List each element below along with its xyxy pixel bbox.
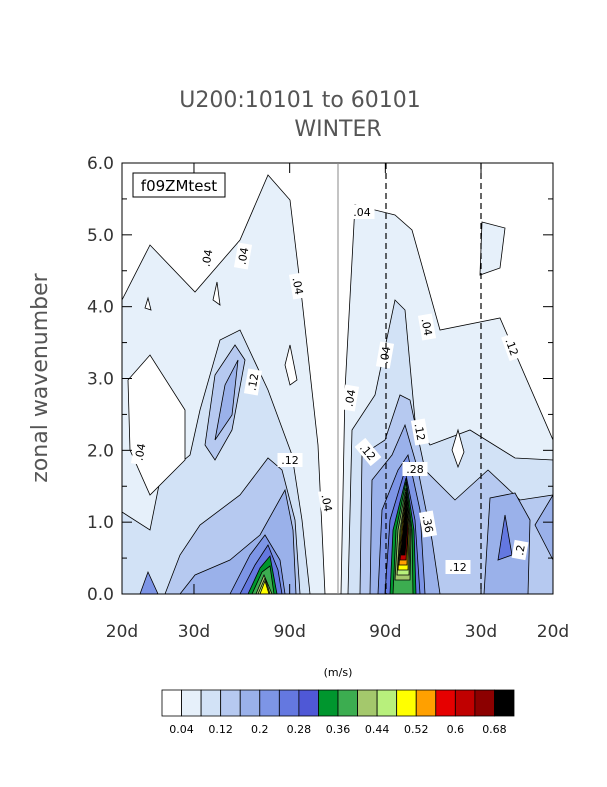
contour-label: .12	[410, 418, 430, 446]
contour-label: .12	[277, 453, 303, 467]
chart-subtitle: WINTER	[294, 117, 381, 142]
colorbar-label: 0.12	[208, 723, 233, 736]
colorbar-label: 0.2	[251, 723, 269, 736]
colorbar-swatch	[357, 689, 378, 717]
svg-text:.04: .04	[290, 276, 306, 295]
colorbar-swatch	[161, 689, 182, 717]
x-tick-label: 30d	[465, 622, 497, 642]
colorbar-swatch	[474, 689, 495, 717]
contour-label: .04	[197, 244, 217, 272]
svg-text:.36: .36	[420, 514, 436, 533]
x-tick-label: 90d	[369, 622, 401, 642]
svg-text:.04: .04	[133, 442, 149, 461]
svg-text:.04: .04	[236, 246, 252, 265]
colorbar-swatch	[318, 689, 339, 717]
svg-text:.12: .12	[502, 337, 520, 358]
contour-label: .04	[233, 242, 253, 270]
contour-label: .2	[511, 539, 529, 561]
colorbar-swatch	[376, 689, 398, 717]
contour-label: .12	[243, 368, 263, 396]
colorbar-swatch	[494, 689, 515, 717]
contour-label: .04	[317, 489, 337, 517]
colorbar-swatch	[337, 689, 358, 717]
colorbar-swatch	[239, 689, 261, 717]
contour-label: .04	[130, 438, 150, 466]
y-tick-label: 6.0	[87, 154, 114, 174]
contour-fill-12	[214, 359, 239, 441]
colorbar-swatch	[181, 689, 202, 717]
colorbar-label: 0.36	[326, 723, 351, 736]
chart-title: U200:10101 to 60101	[179, 88, 421, 113]
svg-text:.12: .12	[281, 454, 299, 467]
colorbar-label: 0.28	[287, 723, 312, 736]
colorbar-swatch	[259, 689, 280, 717]
svg-text:.12: .12	[246, 372, 262, 391]
colorbar-label: 0.6	[447, 723, 465, 736]
svg-text:.04: .04	[319, 493, 335, 512]
svg-text:.04: .04	[353, 206, 371, 219]
colorbar-swatch	[415, 689, 437, 717]
colorbar-swatch	[298, 689, 319, 717]
x-tick-label: 30d	[178, 622, 210, 642]
colorbar-swatch	[454, 689, 476, 717]
case-label: f09ZMtest	[141, 177, 218, 195]
x-tick-label: 20d	[106, 622, 138, 642]
contour-hole-4	[144, 296, 152, 311]
colorbar: 0.04 0.12 0.2 0.28 0.36 0.44 0.52 0.6 0.68	[161, 689, 515, 736]
contour-fill-31	[400, 507, 408, 556]
svg-text:.12: .12	[449, 561, 467, 574]
colorbar-label: 0.44	[365, 723, 390, 736]
units-label: (m/s)	[324, 666, 353, 679]
contour-fill-18	[497, 514, 513, 561]
contour-label: .04	[417, 313, 437, 341]
colorbar-label: 0.68	[482, 723, 507, 736]
contour-fill-2	[479, 221, 506, 276]
y-tick-label: 5.0	[87, 226, 114, 246]
contour-label: .12	[501, 332, 523, 362]
contour-label: .04	[349, 205, 375, 219]
svg-text:.04: .04	[343, 388, 359, 407]
x-axis: 20d 30d 90d 90d 30d 20d	[106, 163, 569, 642]
case-label-box	[132, 172, 226, 198]
colorbar-swatch	[200, 689, 222, 717]
svg-text:.2: .2	[513, 544, 528, 557]
y-tick-label: 0.0	[87, 585, 114, 605]
colorbar-label: 0.52	[404, 723, 429, 736]
y-tick-label: 2.0	[87, 441, 114, 461]
svg-text:.12: .12	[412, 422, 428, 441]
colorbar-swatch	[396, 689, 417, 717]
y-tick-label: 3.0	[87, 370, 114, 390]
contour-label: .12	[445, 560, 471, 574]
colorbar-swatch	[435, 689, 456, 717]
contour-label: .36	[418, 510, 438, 538]
x-tick-label: 20d	[537, 622, 569, 642]
y-axis-label: zonal wavenumber	[28, 272, 53, 482]
contour-label: .04	[288, 272, 308, 300]
x-tick-label: 90d	[273, 622, 305, 642]
y-axis: 0.0 1.0 2.0 3.0 4.0 5.0 6.0	[87, 154, 553, 605]
colorbar-swatch	[278, 689, 300, 717]
contour-label: .28	[402, 462, 428, 476]
y-tick-label: 4.0	[87, 298, 114, 318]
contour-labels: .04.04.04.04.04.04.04.04.04.12.12.12.12.…	[130, 205, 529, 574]
colorbar-swatch	[220, 689, 241, 717]
contour-hole-2	[212, 281, 221, 306]
svg-text:.04: .04	[200, 248, 216, 267]
contour-label: .04	[340, 384, 360, 412]
svg-text:.04: .04	[419, 317, 435, 336]
y-tick-label: 1.0	[87, 513, 114, 533]
svg-text:.28: .28	[406, 463, 424, 476]
contour-hole-3	[451, 428, 465, 469]
contour-hole-1	[284, 344, 298, 386]
colorbar-label: 0.04	[169, 723, 194, 736]
